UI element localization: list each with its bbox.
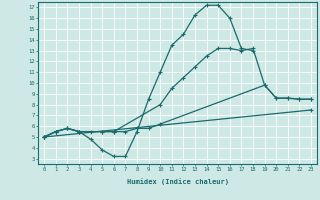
X-axis label: Humidex (Indice chaleur): Humidex (Indice chaleur) [127, 178, 228, 185]
